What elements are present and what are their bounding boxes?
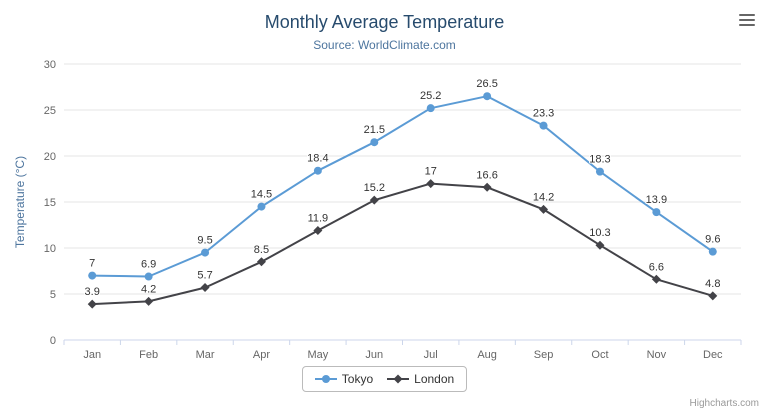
chart-subtitle-link[interactable]: Source: WorldClimate.com — [313, 38, 456, 52]
tokyo-point-marker[interactable] — [426, 104, 435, 113]
tokyo-point-marker[interactable] — [257, 202, 266, 211]
london-data-label: 10.3 — [589, 227, 610, 239]
tokyo-point-marker[interactable] — [144, 272, 153, 281]
london-data-label: 8.5 — [254, 244, 269, 256]
context-menu-button[interactable] — [737, 12, 757, 28]
tokyo-data-label: 7 — [89, 258, 95, 270]
x-axis-label: Aug — [477, 349, 497, 361]
legend-item-london[interactable]: London — [387, 372, 454, 386]
hamburger-icon — [739, 14, 755, 16]
y-axis-title: Temperature (°C) — [13, 156, 27, 248]
x-axis-label: Feb — [139, 349, 158, 361]
london-point-marker[interactable] — [144, 296, 154, 306]
tokyo-data-label: 9.6 — [705, 234, 720, 246]
tokyo-point-marker[interactable] — [708, 247, 717, 256]
tokyo-data-label: 13.9 — [646, 194, 667, 206]
y-axis-label: 15 — [44, 197, 56, 209]
y-axis: 0 5 10 15 20 25 30 — [44, 59, 741, 347]
london-data-label: 4.2 — [141, 283, 156, 295]
london-data-label: 3.9 — [85, 286, 100, 298]
london-data-label: 17 — [425, 166, 437, 178]
legend: Tokyo London — [0, 366, 769, 392]
tokyo-series[interactable]: 7 6.9 9.5 14.5 18.4 21.5 25.2 26.5 23.3 18.3 13.9 9… — [88, 77, 721, 281]
y-axis-label: 5 — [50, 289, 56, 301]
legend-box: Tokyo London — [301, 366, 468, 392]
tokyo-data-label: 6.9 — [141, 259, 156, 271]
london-point-marker[interactable] — [482, 182, 492, 192]
tokyo-data-label: 23.3 — [533, 108, 554, 120]
london-data-label: 6.6 — [649, 261, 664, 273]
x-axis-label: Oct — [591, 349, 608, 361]
credits-link[interactable]: Highcharts.com — [689, 398, 759, 409]
y-axis-label: 30 — [44, 59, 56, 71]
london-point-marker[interactable] — [256, 257, 266, 267]
tokyo-data-label: 18.4 — [307, 153, 328, 165]
legend-item-tokyo[interactable]: Tokyo — [314, 372, 374, 386]
london-data-label: 11.9 — [308, 213, 329, 225]
legend-label-london: London — [414, 372, 455, 386]
london-point-marker[interactable] — [595, 240, 605, 250]
x-axis-label: May — [307, 349, 328, 361]
tokyo-point-marker[interactable] — [595, 167, 604, 176]
hamburger-icon — [739, 24, 755, 26]
tokyo-point-marker[interactable] — [652, 208, 661, 217]
x-axis-label: Apr — [253, 349, 270, 361]
tokyo-data-label: 21.5 — [364, 124, 385, 136]
x-axis: Jan Feb Mar Apr May Jun Jul Aug Sep Oct Nov Dec — [63, 339, 742, 361]
tokyo-data-label: 14.5 — [251, 189, 272, 201]
london-line[interactable] — [92, 182, 714, 306]
chart-title: Monthly Average Temperature — [264, 12, 505, 32]
y-axis-label: 0 — [50, 335, 56, 347]
tokyo-point-marker[interactable] — [201, 248, 210, 257]
london-point-marker[interactable] — [426, 179, 436, 189]
x-axis-label: Sep — [534, 349, 554, 361]
y-axis-label: 10 — [44, 243, 56, 255]
london-point-marker[interactable] — [87, 299, 97, 309]
tokyo-line[interactable] — [92, 95, 714, 278]
tokyo-point-marker[interactable] — [370, 138, 379, 147]
london-point-marker[interactable] — [708, 291, 718, 301]
tokyo-data-label: 18.3 — [589, 154, 610, 166]
x-axis-label: Jul — [424, 349, 438, 361]
x-axis-label: Jun — [365, 349, 383, 361]
london-point-marker[interactable] — [369, 195, 379, 205]
london-point-marker[interactable] — [651, 274, 661, 284]
y-axis-label: 25 — [44, 105, 56, 117]
london-series[interactable]: 3.9 4.2 5.7 8.5 11.9 15.2 17 16.6 14.2 10.3 6.6 4.8 — [84, 165, 721, 309]
y-axis-label: 20 — [44, 151, 56, 163]
legend-label-tokyo: Tokyo — [341, 372, 374, 386]
london-data-label: 4.8 — [705, 278, 720, 290]
tokyo-point-marker[interactable] — [539, 121, 548, 130]
tokyo-point-marker[interactable] — [88, 271, 97, 280]
tokyo-point-marker[interactable] — [483, 92, 492, 101]
tokyo-point-marker[interactable] — [313, 166, 322, 175]
circle-marker-icon — [314, 375, 337, 383]
london-data-label: 14.2 — [533, 191, 554, 203]
diamond-marker-icon — [387, 374, 410, 384]
x-axis-label: Jan — [83, 349, 101, 361]
london-point-marker[interactable] — [313, 226, 323, 236]
london-data-label: 15.2 — [364, 182, 385, 194]
tokyo-data-label: 9.5 — [197, 235, 212, 247]
hamburger-icon — [739, 19, 755, 21]
x-axis-label: Nov — [647, 349, 667, 361]
x-axis-label: Mar — [196, 349, 215, 361]
tokyo-data-label: 25.2 — [420, 90, 441, 102]
tokyo-data-label: 26.5 — [476, 78, 497, 90]
london-data-label: 5.7 — [197, 270, 212, 282]
london-point-marker[interactable] — [539, 204, 549, 214]
london-point-marker[interactable] — [200, 283, 210, 293]
london-data-label: 16.6 — [476, 169, 497, 181]
x-axis-label: Dec — [703, 349, 723, 361]
